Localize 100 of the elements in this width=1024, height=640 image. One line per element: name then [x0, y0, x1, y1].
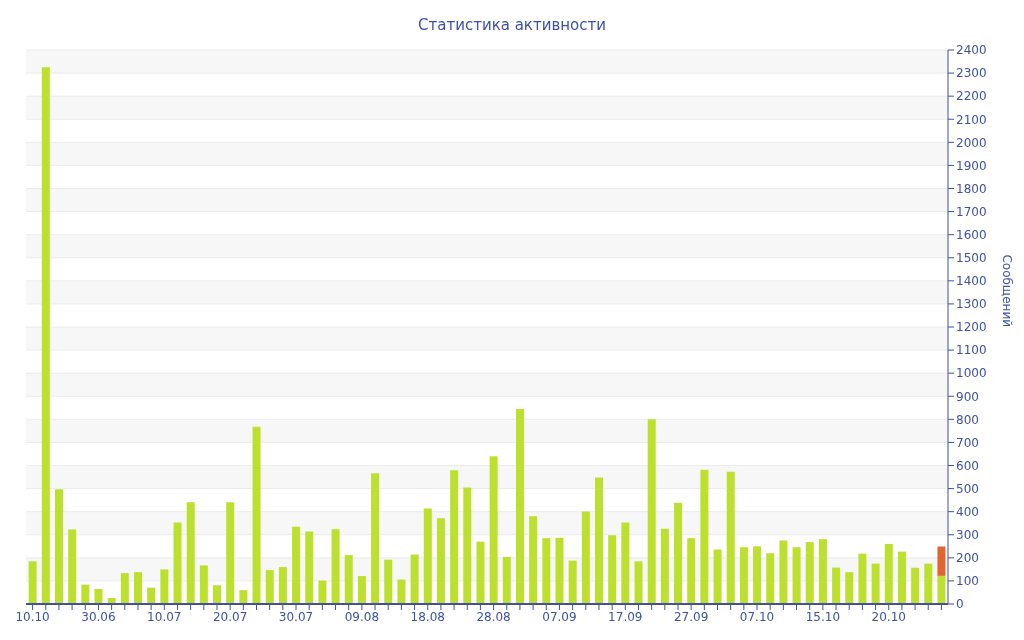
- bar: [423, 508, 432, 604]
- bar: [331, 529, 340, 604]
- bar: [595, 477, 604, 604]
- bar: [529, 516, 538, 604]
- bar: [713, 549, 722, 604]
- bar: [779, 540, 788, 604]
- bar: [371, 473, 380, 604]
- y-tick-label: 700: [956, 435, 979, 450]
- bar: [726, 471, 735, 604]
- bar: [199, 565, 208, 604]
- y-tick-label: 1000: [956, 366, 987, 381]
- bar: [555, 537, 564, 604]
- x-tick-label: 10.07: [147, 609, 182, 624]
- bar: [213, 585, 222, 604]
- bar: [410, 554, 419, 604]
- y-tick-label: 1100: [956, 343, 987, 358]
- bar: [674, 502, 683, 604]
- bar: [542, 538, 551, 604]
- bar: [278, 567, 287, 604]
- y-tick-label: 1700: [956, 204, 987, 219]
- bar: [660, 528, 669, 604]
- y-tick-label: 400: [956, 504, 979, 519]
- bar: [924, 563, 933, 604]
- x-tick-label: 07.10: [739, 609, 775, 624]
- bar: [515, 408, 524, 604]
- y-tick-label: 1800: [956, 181, 987, 196]
- y-axis-title: Сообщений: [999, 254, 1014, 327]
- bar: [871, 563, 880, 604]
- bar: [186, 502, 195, 604]
- y-tick-label: 2300: [956, 66, 987, 81]
- bar: [318, 580, 327, 604]
- bar: [858, 553, 867, 604]
- y-tick-label: 600: [956, 458, 979, 473]
- bar: [292, 526, 301, 604]
- bar: [476, 541, 485, 604]
- bar: [581, 511, 590, 604]
- chart-title: Статистика активности: [417, 15, 607, 36]
- y-tick-label: 1200: [956, 320, 987, 335]
- bar: [502, 556, 511, 604]
- y-tick-label: 500: [956, 481, 979, 496]
- x-tick-label: 07.09: [542, 609, 577, 624]
- x-tick-label: 28.08: [476, 609, 511, 624]
- bar: [608, 535, 617, 604]
- y-tick-label: 800: [956, 412, 979, 427]
- x-tick-label: 09.08: [344, 609, 380, 624]
- bar: [239, 590, 248, 604]
- bar: [41, 67, 50, 604]
- y-tick-label: 900: [956, 389, 979, 404]
- bar: [792, 547, 801, 604]
- bar: [832, 567, 841, 604]
- y-tick-label: 1400: [956, 274, 987, 289]
- bar: [937, 546, 946, 576]
- y-tick-label: 2100: [956, 112, 987, 127]
- bar: [160, 569, 169, 604]
- bar: [94, 589, 103, 604]
- bar: [450, 470, 459, 604]
- x-tick-label: 17.09: [608, 609, 643, 624]
- bar: [344, 555, 353, 604]
- bar: [489, 456, 498, 604]
- bar: [911, 567, 920, 604]
- bar: [54, 489, 63, 604]
- bar: [120, 573, 129, 604]
- y-tick-label: 1600: [956, 227, 987, 242]
- bar: [436, 518, 445, 604]
- x-tick-label: 15.10: [805, 609, 841, 624]
- y-tick-label: 1300: [956, 297, 987, 312]
- bar: [805, 542, 814, 604]
- bar: [687, 538, 696, 604]
- bar: [226, 502, 235, 604]
- bar: [81, 584, 90, 604]
- bar: [700, 469, 709, 604]
- bar: [173, 522, 182, 604]
- y-tick-label: 100: [956, 574, 979, 589]
- bar: [739, 547, 748, 604]
- y-tick-label: 2400: [956, 43, 987, 58]
- x-tick-label: 18.08: [410, 609, 445, 624]
- bar: [753, 546, 762, 604]
- bar: [68, 529, 77, 604]
- bar: [463, 487, 472, 604]
- bar: [884, 543, 893, 604]
- bar: [384, 559, 393, 604]
- x-tick-label: 30.07: [278, 609, 314, 624]
- x-tick-label: 27.09: [673, 609, 709, 624]
- y-tick-label: 2200: [956, 89, 987, 104]
- y-tick-label: 0: [956, 597, 964, 612]
- bar: [818, 539, 827, 604]
- y-tick-label: 1900: [956, 158, 987, 173]
- y-tick-label: 1500: [956, 251, 987, 266]
- bar: [647, 419, 656, 604]
- x-tick-label: 20.07: [212, 609, 248, 624]
- bar: [357, 576, 366, 604]
- y-tick-label: 200: [956, 551, 979, 566]
- bar: [621, 522, 630, 604]
- bar: [397, 579, 406, 604]
- x-tick-label: 30.06: [81, 609, 116, 624]
- bar: [252, 426, 261, 604]
- x-tick-label: 10.10: [15, 609, 50, 624]
- bar: [147, 587, 156, 604]
- bar: [305, 531, 314, 604]
- bar: [634, 561, 643, 604]
